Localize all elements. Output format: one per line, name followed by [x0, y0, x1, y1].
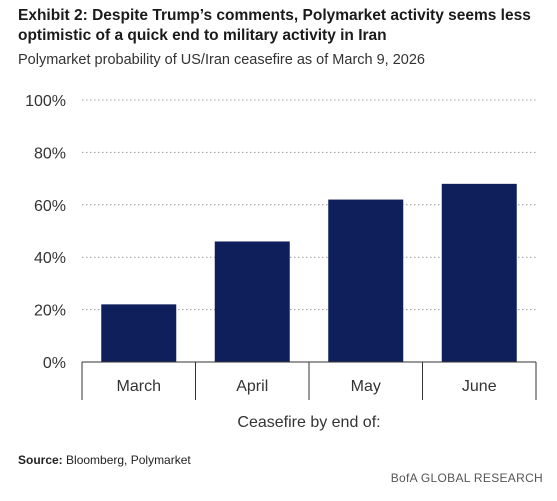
y-tick-label: 80% [34, 145, 66, 162]
bar-chart: 0% 20% 40% 60% 80% 100% March April May June Cease… [25, 93, 537, 431]
x-tick-label: April [236, 378, 268, 395]
bar [328, 199, 404, 362]
x-axis-label: Ceasefire by end of: [237, 414, 380, 431]
chart-title: Exhibit 2: Despite Trump’s comments, Pol… [18, 7, 531, 44]
source-note: Source: Bloomberg, Polymarket [18, 453, 191, 467]
bar [214, 241, 290, 362]
bar [441, 183, 517, 362]
y-tick-label: 0% [43, 355, 66, 372]
y-tick-label: 20% [34, 303, 66, 320]
x-tick-label: June [462, 378, 497, 395]
x-tick-label: March [117, 378, 161, 395]
y-tick-label: 100% [25, 93, 66, 110]
bar [101, 304, 177, 362]
source-label: Source: [18, 453, 63, 467]
branding-label: BofA GLOBAL RESEARCH [390, 471, 543, 485]
chart-subtitle: Polymarket probability of US/Iran ceasef… [18, 52, 425, 68]
y-tick-label: 40% [34, 250, 66, 267]
x-tick-label: May [351, 378, 381, 395]
source-text: Bloomberg, Polymarket [62, 453, 191, 467]
y-tick-label: 60% [34, 198, 66, 215]
